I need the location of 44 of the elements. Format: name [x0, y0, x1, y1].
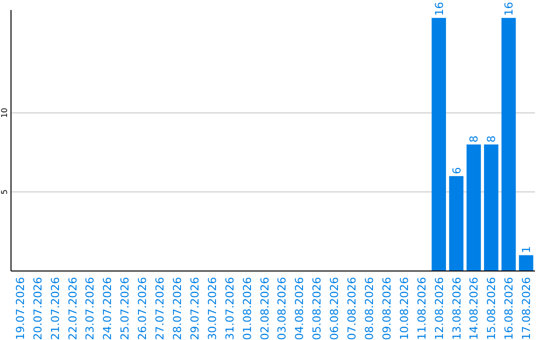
data-label: 16	[502, 2, 516, 16]
x-tick-label: 02.08.2026	[258, 277, 272, 340]
bar	[484, 144, 498, 271]
x-tick-label: 24.07.2026	[101, 277, 114, 340]
y-tick-label: 5	[0, 189, 9, 194]
x-tick-label: 17.08.2026	[520, 277, 534, 340]
x-tick-label: 28.07.2026	[170, 277, 184, 340]
bar	[501, 18, 516, 271]
x-tick-label: 12.08.2026	[432, 277, 446, 340]
bar	[466, 144, 481, 271]
x-tick-label: 03.08.2026	[276, 277, 289, 340]
x-tick-label: 05.08.2026	[310, 277, 324, 340]
x-tick-label: 31.07.2026	[223, 277, 236, 340]
x-tick-label: 06.08.2026	[328, 277, 342, 340]
data-label: 16	[432, 2, 446, 16]
x-tick-label: 11.08.2026	[415, 277, 428, 340]
x-tick-label: 09.08.2026	[380, 277, 394, 340]
data-label: 8	[485, 135, 498, 142]
data-label: 8	[468, 135, 481, 142]
x-tick-label: 27.07.2026	[154, 277, 167, 340]
x-tick-label: 16.08.2026	[502, 277, 516, 340]
x-tick-label: 21.07.2026	[48, 277, 62, 340]
x-tick-label: 26.07.2026	[136, 277, 150, 340]
x-tick-label: 10.08.2026	[398, 277, 411, 340]
x-tick-label: 08.08.2026	[363, 277, 376, 340]
x-tick-label: 20.07.2026	[31, 277, 44, 340]
x-tick-label: 07.08.2026	[346, 277, 359, 340]
x-tick-label: 23.07.2026	[84, 277, 97, 340]
x-tick-label: 30.07.2026	[206, 277, 219, 340]
bar	[449, 176, 464, 271]
y-tick-label: 10	[0, 108, 9, 118]
x-tick-label: 29.07.2026	[188, 277, 202, 340]
x-tick-label: 25.07.2026	[118, 277, 132, 340]
bar	[518, 255, 534, 271]
x-tick-label: 22.07.2026	[66, 277, 80, 340]
data-label: 6	[450, 167, 464, 174]
x-tick-label: 14.08.2026	[468, 277, 481, 340]
bar	[432, 18, 446, 271]
x-tick-label: 01.08.2026	[240, 277, 254, 340]
x-tick-label: 15.08.2026	[485, 277, 498, 340]
x-tick-label: 13.08.2026	[450, 277, 464, 340]
x-tick-label: 19.07.2026	[14, 277, 27, 340]
data-label: 1	[520, 246, 534, 254]
x-tick-label: 04.08.2026	[293, 277, 306, 340]
